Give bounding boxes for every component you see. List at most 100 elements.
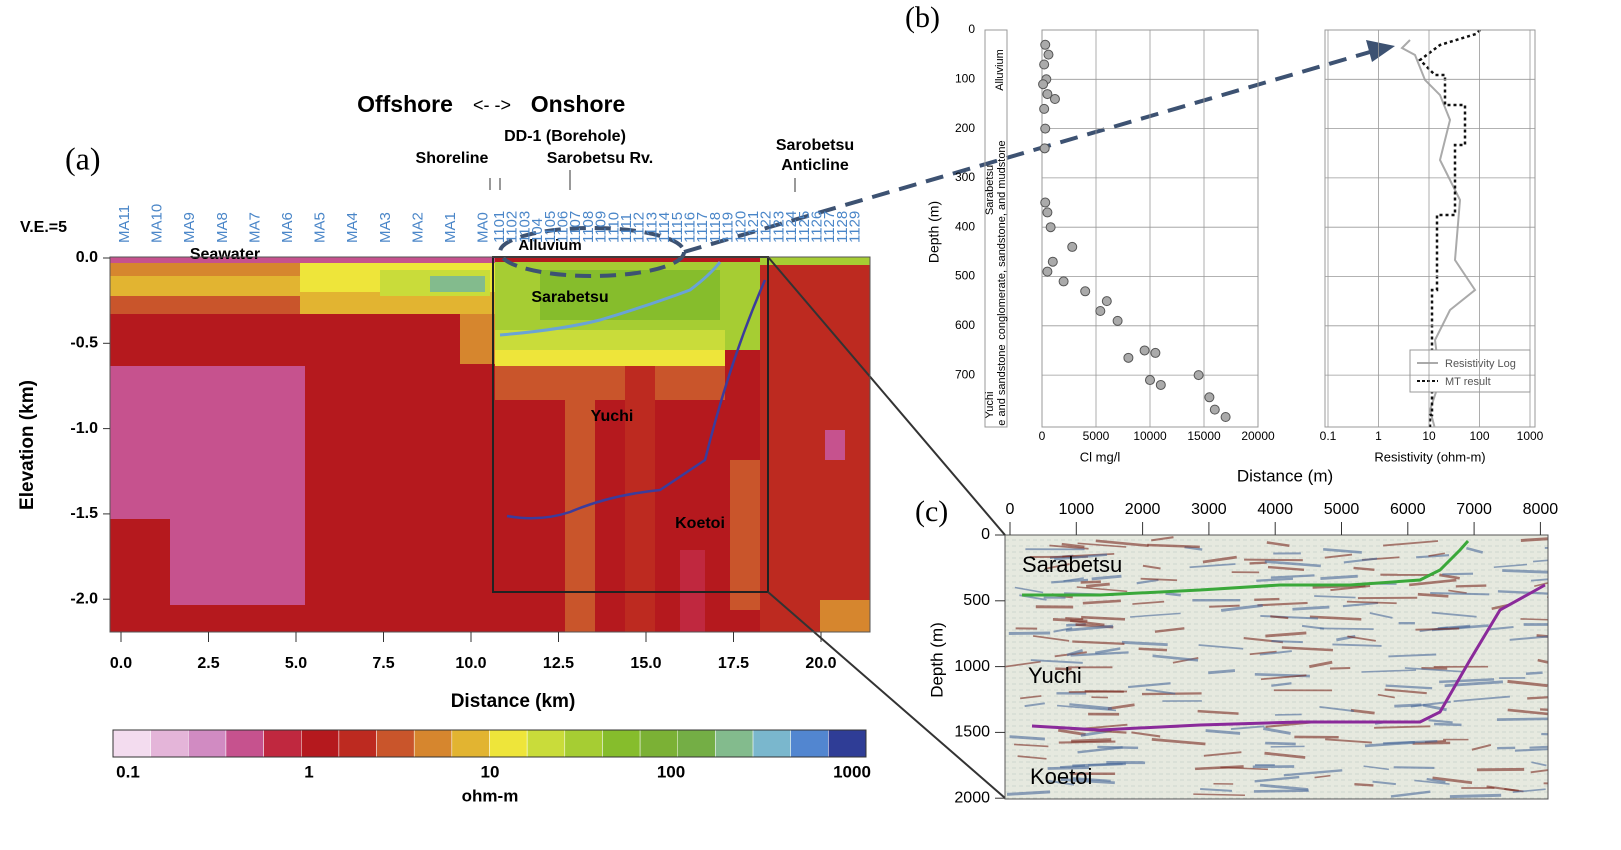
reflector xyxy=(1531,761,1547,767)
reflector xyxy=(1152,654,1199,662)
plot-frame xyxy=(109,256,871,633)
reflector xyxy=(1532,559,1548,563)
cl-point xyxy=(1042,207,1053,218)
title-left: Offshore xyxy=(357,91,453,117)
reflector xyxy=(1507,679,1548,688)
reflector xyxy=(1314,595,1356,599)
reflector xyxy=(1417,592,1449,598)
x-tick-label: 1000 xyxy=(1059,501,1095,518)
y-tick-label: -0.5 xyxy=(70,335,98,352)
x-tick-label: 1 xyxy=(1375,429,1382,443)
river-label: Sarobetsu Rv. xyxy=(547,150,653,167)
cl-point xyxy=(1047,256,1058,267)
station-label: 1129 xyxy=(847,211,864,243)
reflector xyxy=(1530,578,1548,582)
reflector xyxy=(1132,600,1165,605)
reflector xyxy=(1428,719,1453,724)
reflector xyxy=(1260,674,1307,681)
y-tick-label: 500 xyxy=(963,592,990,609)
reflector xyxy=(1509,635,1548,641)
reflector xyxy=(1072,777,1111,782)
reflector xyxy=(1203,751,1242,757)
reflector xyxy=(1374,725,1431,729)
reflector xyxy=(1077,746,1123,754)
panel-b-labels: (b) Depth (m) Alluvium Sarabetsu conglom… xyxy=(905,1,1516,486)
reflector xyxy=(1530,769,1548,774)
reflector xyxy=(1069,619,1105,626)
reflector xyxy=(1342,601,1379,608)
colorbar-swatch xyxy=(263,729,302,758)
reflector xyxy=(1448,589,1467,594)
reflector xyxy=(1006,790,1051,796)
reflector xyxy=(1434,722,1462,727)
reflector xyxy=(1209,604,1240,608)
y-axis-title: Elevation (km) xyxy=(17,380,38,510)
station-label: 1127 xyxy=(821,211,838,243)
station-label: MA10 xyxy=(149,204,166,243)
reflector xyxy=(1151,536,1174,542)
y-axis-title: Depth (m) xyxy=(927,622,946,698)
reflector xyxy=(1080,580,1101,584)
reflector xyxy=(1369,612,1393,619)
reflector xyxy=(1131,731,1161,738)
reflector xyxy=(1449,793,1502,799)
reflector xyxy=(1330,585,1371,592)
reflector xyxy=(1070,651,1129,657)
colorbar-swatch xyxy=(188,729,227,758)
cl-point xyxy=(1040,39,1051,50)
reflector xyxy=(1541,732,1548,736)
reflector xyxy=(1540,708,1548,712)
reflector xyxy=(1497,590,1548,595)
reflector xyxy=(1281,646,1333,652)
cl-point xyxy=(1123,352,1134,363)
colorbar-tick-label: 10 xyxy=(481,762,500,781)
station-label: 1113 xyxy=(643,212,660,243)
station-label: MA6 xyxy=(279,212,296,243)
reflector xyxy=(1514,748,1548,752)
reflector xyxy=(1265,741,1296,746)
reflector xyxy=(1068,690,1128,693)
station-label: 1115 xyxy=(669,212,686,243)
station-label: MA4 xyxy=(344,212,361,243)
formation-label: conglomerate, sandstone, and mudstone xyxy=(996,140,1008,339)
reflector xyxy=(1520,537,1548,542)
y-tick-label: 700 xyxy=(955,367,975,381)
x-tick-label: 0.1 xyxy=(1320,429,1337,443)
reflector xyxy=(1347,635,1376,642)
region-label: Yuchi xyxy=(591,408,634,425)
resistivity-section xyxy=(110,257,870,632)
cl-point xyxy=(1145,375,1155,386)
cl-point xyxy=(1067,241,1078,252)
reflector xyxy=(1507,708,1548,716)
station-label: 1120 xyxy=(732,211,749,243)
cl-point xyxy=(1039,143,1050,154)
reflector xyxy=(1354,782,1374,787)
y-tick-label: -1.0 xyxy=(70,420,98,437)
y-tick-label: 0 xyxy=(968,22,975,36)
colorbar-swatch xyxy=(715,729,754,758)
reflector xyxy=(1325,738,1372,744)
reflector xyxy=(1264,751,1306,759)
station-label: 1103 xyxy=(516,211,533,243)
reflector xyxy=(1130,612,1181,618)
station-label: 1112 xyxy=(631,212,648,243)
reflector xyxy=(1309,615,1362,621)
reflector xyxy=(1442,572,1474,576)
reflector xyxy=(1390,790,1431,798)
reflector xyxy=(1493,563,1528,569)
reflector xyxy=(1195,765,1244,771)
x-axis-title: Resistivity (ohm-m) xyxy=(1374,449,1485,464)
station-label: 1109 xyxy=(593,211,610,243)
x-axis-title: Distance (km) xyxy=(451,691,576,712)
colorbar-frame xyxy=(112,729,867,758)
reflector xyxy=(1547,596,1548,598)
reflector xyxy=(1412,741,1451,745)
reflector xyxy=(1244,558,1303,562)
reflector xyxy=(1005,660,1041,668)
station-label: 1110 xyxy=(605,212,622,243)
reflector xyxy=(1202,555,1237,564)
cl-point xyxy=(1039,59,1050,70)
cl-point xyxy=(1139,345,1150,356)
panel-label: (b) xyxy=(905,1,940,34)
